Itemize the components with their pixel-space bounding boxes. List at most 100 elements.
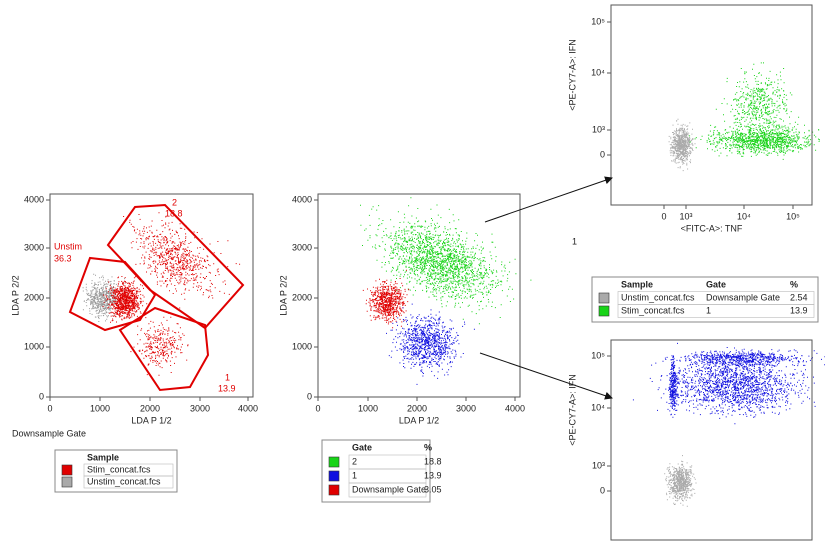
y-axis-label: <PE-CY7-A>: IFN (567, 374, 577, 446)
x-tick-label: 2000 (407, 403, 427, 413)
event-cloud (666, 342, 681, 418)
table-header: % (424, 442, 432, 452)
y-tick-label: 0 (600, 485, 605, 495)
table-header: % (790, 279, 798, 289)
table-header: Gate (352, 442, 372, 452)
plot-frame (317, 193, 521, 398)
table-header: Gate (706, 279, 726, 289)
arrow (479, 352, 613, 400)
y-tick-label: 0 (307, 391, 312, 401)
color-swatch (598, 292, 610, 304)
x-tick-label: 10⁵ (786, 211, 800, 221)
y-tick-label: 0 (600, 149, 605, 159)
y-tick-label: 0 (39, 391, 44, 401)
x-axis-label: LDA P 1/2 (399, 415, 439, 425)
event-cloud (668, 118, 696, 172)
plot-frame (610, 4, 813, 206)
y-tick-label: 1000 (292, 341, 312, 351)
x-tick-label: 4000 (238, 403, 258, 413)
event-cloud (651, 347, 825, 371)
x-tick-label: 2000 (140, 403, 160, 413)
gate-name: 2 (172, 197, 177, 207)
event-dots (82, 62, 825, 507)
y-tick-label: 4000 (24, 194, 44, 204)
table-cell-text: Stim_concat.fcs (621, 305, 685, 315)
y-tick-label: 10³ (592, 460, 605, 470)
legend-table (591, 276, 819, 323)
y-tick-label: 10⁵ (591, 350, 605, 360)
y-axis-label: LDA P 2/2 (10, 275, 20, 315)
plot-frame (610, 339, 813, 541)
gate-percent: 13.9 (218, 383, 236, 393)
y-tick-label: 2000 (292, 292, 312, 302)
table-cell-text: 18.8 (424, 456, 442, 466)
y-tick-label: 10³ (592, 124, 605, 134)
y-tick-label: 1000 (24, 341, 44, 351)
x-axis-label: <FITC-A>: TNF (681, 223, 743, 233)
event-cloud (102, 276, 148, 323)
x-tick-label: 4000 (505, 403, 525, 413)
x-tick-label: 3000 (190, 403, 210, 413)
plot-caption: 1 (572, 236, 577, 246)
table-cell-text: 3.05 (424, 484, 442, 494)
legend-table (321, 439, 431, 503)
x-tick-label: 0 (315, 403, 320, 413)
table-cell-text: Downsample Gate (706, 292, 780, 302)
event-cloud (130, 312, 189, 376)
gate-percent: 18.8 (165, 208, 183, 218)
color-swatch (61, 476, 73, 488)
color-swatch (328, 470, 340, 482)
color-swatch (328, 484, 340, 496)
color-swatch (61, 464, 73, 476)
event-cloud (632, 347, 825, 425)
x-tick-label: 1000 (90, 403, 110, 413)
legend-table (54, 449, 178, 493)
gate (68, 256, 157, 332)
table-cell-text: 2 (352, 456, 357, 466)
table-cell-text: 13.9 (424, 470, 442, 480)
x-tick-label: 1000 (358, 403, 378, 413)
plot-caption: Downsample Gate (12, 428, 86, 438)
arrow (484, 176, 613, 223)
y-axis-label: LDA P 2/2 (278, 275, 288, 315)
table-header: Sample (621, 279, 653, 289)
gate-percent: 36.3 (54, 253, 72, 263)
x-tick-label: 0 (661, 211, 666, 221)
gate (118, 306, 210, 392)
y-tick-label: 3000 (24, 242, 44, 252)
color-swatch (328, 456, 340, 468)
table-cell-text: Downsample Gate (352, 484, 426, 494)
y-axis-label: <PE-CY7-A>: IFN (567, 39, 577, 111)
color-swatch (598, 305, 610, 317)
table-cell-text: Unstim_concat.fcs (621, 292, 695, 302)
event-cloud (689, 121, 820, 160)
table-header: Sample (87, 452, 119, 462)
table-cell (617, 304, 815, 318)
y-tick-label: 10⁵ (591, 16, 605, 26)
x-axis-label: LDA P 1/2 (131, 415, 171, 425)
event-cloud (362, 269, 410, 329)
event-cloud (664, 455, 697, 507)
table-cell-text: 1 (352, 470, 357, 480)
table-cell (83, 475, 174, 489)
table-cell-text: 1 (706, 305, 711, 315)
x-tick-label: 10⁴ (737, 211, 751, 221)
event-cloud (360, 197, 532, 325)
gate-name: Unstim (54, 241, 82, 251)
event-cloud (123, 212, 241, 309)
plot-frame (49, 193, 254, 398)
table-cell-text: 13.9 (790, 305, 808, 315)
x-tick-label: 10³ (679, 211, 692, 221)
y-tick-label: 2000 (24, 292, 44, 302)
x-tick-label: 0 (47, 403, 52, 413)
y-tick-label: 4000 (292, 194, 312, 204)
table-cell-text: Unstim_concat.fcs (87, 476, 161, 486)
y-tick-label: 3000 (292, 242, 312, 252)
y-tick-label: 10⁴ (591, 67, 605, 77)
table-cell (348, 482, 427, 498)
table-cell-text: Stim_concat.fcs (87, 464, 151, 474)
event-cloud (82, 273, 126, 322)
x-tick-label: 3000 (456, 403, 476, 413)
y-tick-label: 10⁴ (591, 402, 605, 412)
